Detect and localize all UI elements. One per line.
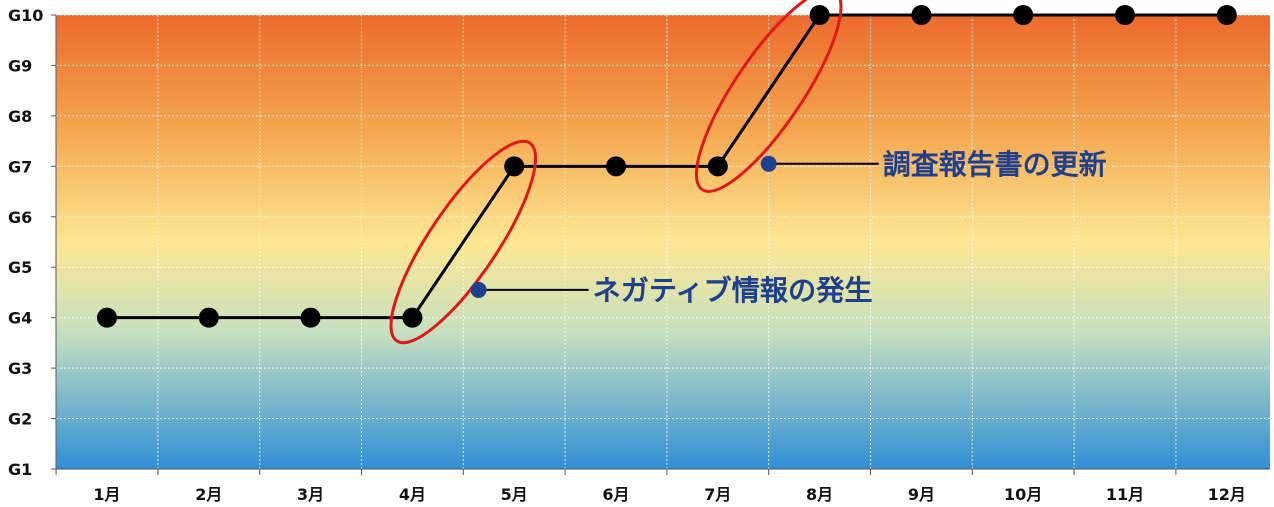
data-point [1013, 5, 1034, 25]
x-axis-tick-labels: 1月 2月 3月 4月 5月 6月 7月 8月 9月 10月 11月 12月 [93, 485, 1246, 504]
y-tick-label: G10 [8, 6, 43, 25]
data-point [1216, 5, 1237, 25]
highlight-ellipses [389, 0, 843, 345]
data-point [1115, 5, 1135, 25]
x-tick-label: 7月 [704, 485, 731, 504]
data-point [809, 5, 830, 25]
data-point [402, 307, 423, 328]
data-point [198, 307, 219, 328]
x-tick-label: 11月 [1106, 485, 1144, 504]
series-markers [97, 5, 1237, 328]
series-polyline [107, 13, 1227, 320]
y-tick-label: G9 [8, 56, 32, 75]
highlight-ellipse [389, 139, 538, 345]
y-tick-label: G7 [8, 157, 32, 176]
x-tick-label: 4月 [399, 485, 426, 504]
x-tick-label: 8月 [806, 485, 833, 504]
data-point [911, 5, 932, 25]
data-point [504, 156, 525, 177]
plot-background [56, 15, 1270, 469]
x-tick-label: 5月 [501, 485, 528, 504]
x-tick-label: 1月 [93, 485, 120, 504]
plot-area [56, 15, 1270, 469]
annotation-dot [760, 155, 777, 172]
axes [51, 14, 1270, 475]
y-tick-label: G5 [8, 258, 32, 277]
y-tick-label: G6 [8, 208, 32, 227]
x-tick-label: 10月 [1004, 485, 1042, 504]
series-line [107, 13, 1227, 320]
x-tick-label: 3月 [297, 485, 324, 504]
x-tick-label: 6月 [602, 485, 629, 504]
annotation-dot [470, 281, 487, 298]
annotation-label: 調査報告書の更新 [883, 148, 1107, 181]
highlight-ellipse [694, 0, 843, 193]
data-point [97, 307, 117, 328]
x-tick-label: 2月 [195, 485, 222, 504]
y-tick-label: G4 [8, 309, 32, 328]
y-tick-label: G1 [8, 460, 32, 479]
y-tick-label: G3 [8, 359, 32, 378]
data-point [707, 156, 728, 177]
annotations: ネガティブ情報の発生 調査報告書の更新 [470, 148, 1107, 307]
data-point [300, 307, 321, 328]
x-tick-label: 12月 [1208, 485, 1246, 504]
y-axis-tick-labels: G1 G2 G3 G4 G5 G6 G7 G8 G9 G10 [8, 6, 43, 479]
data-point [606, 156, 626, 177]
annotation-label: ネガティブ情報の発生 [593, 274, 873, 307]
y-tick-label: G2 [8, 410, 32, 429]
y-tick-label: G8 [8, 107, 32, 126]
x-tick-label: 9月 [908, 485, 935, 504]
